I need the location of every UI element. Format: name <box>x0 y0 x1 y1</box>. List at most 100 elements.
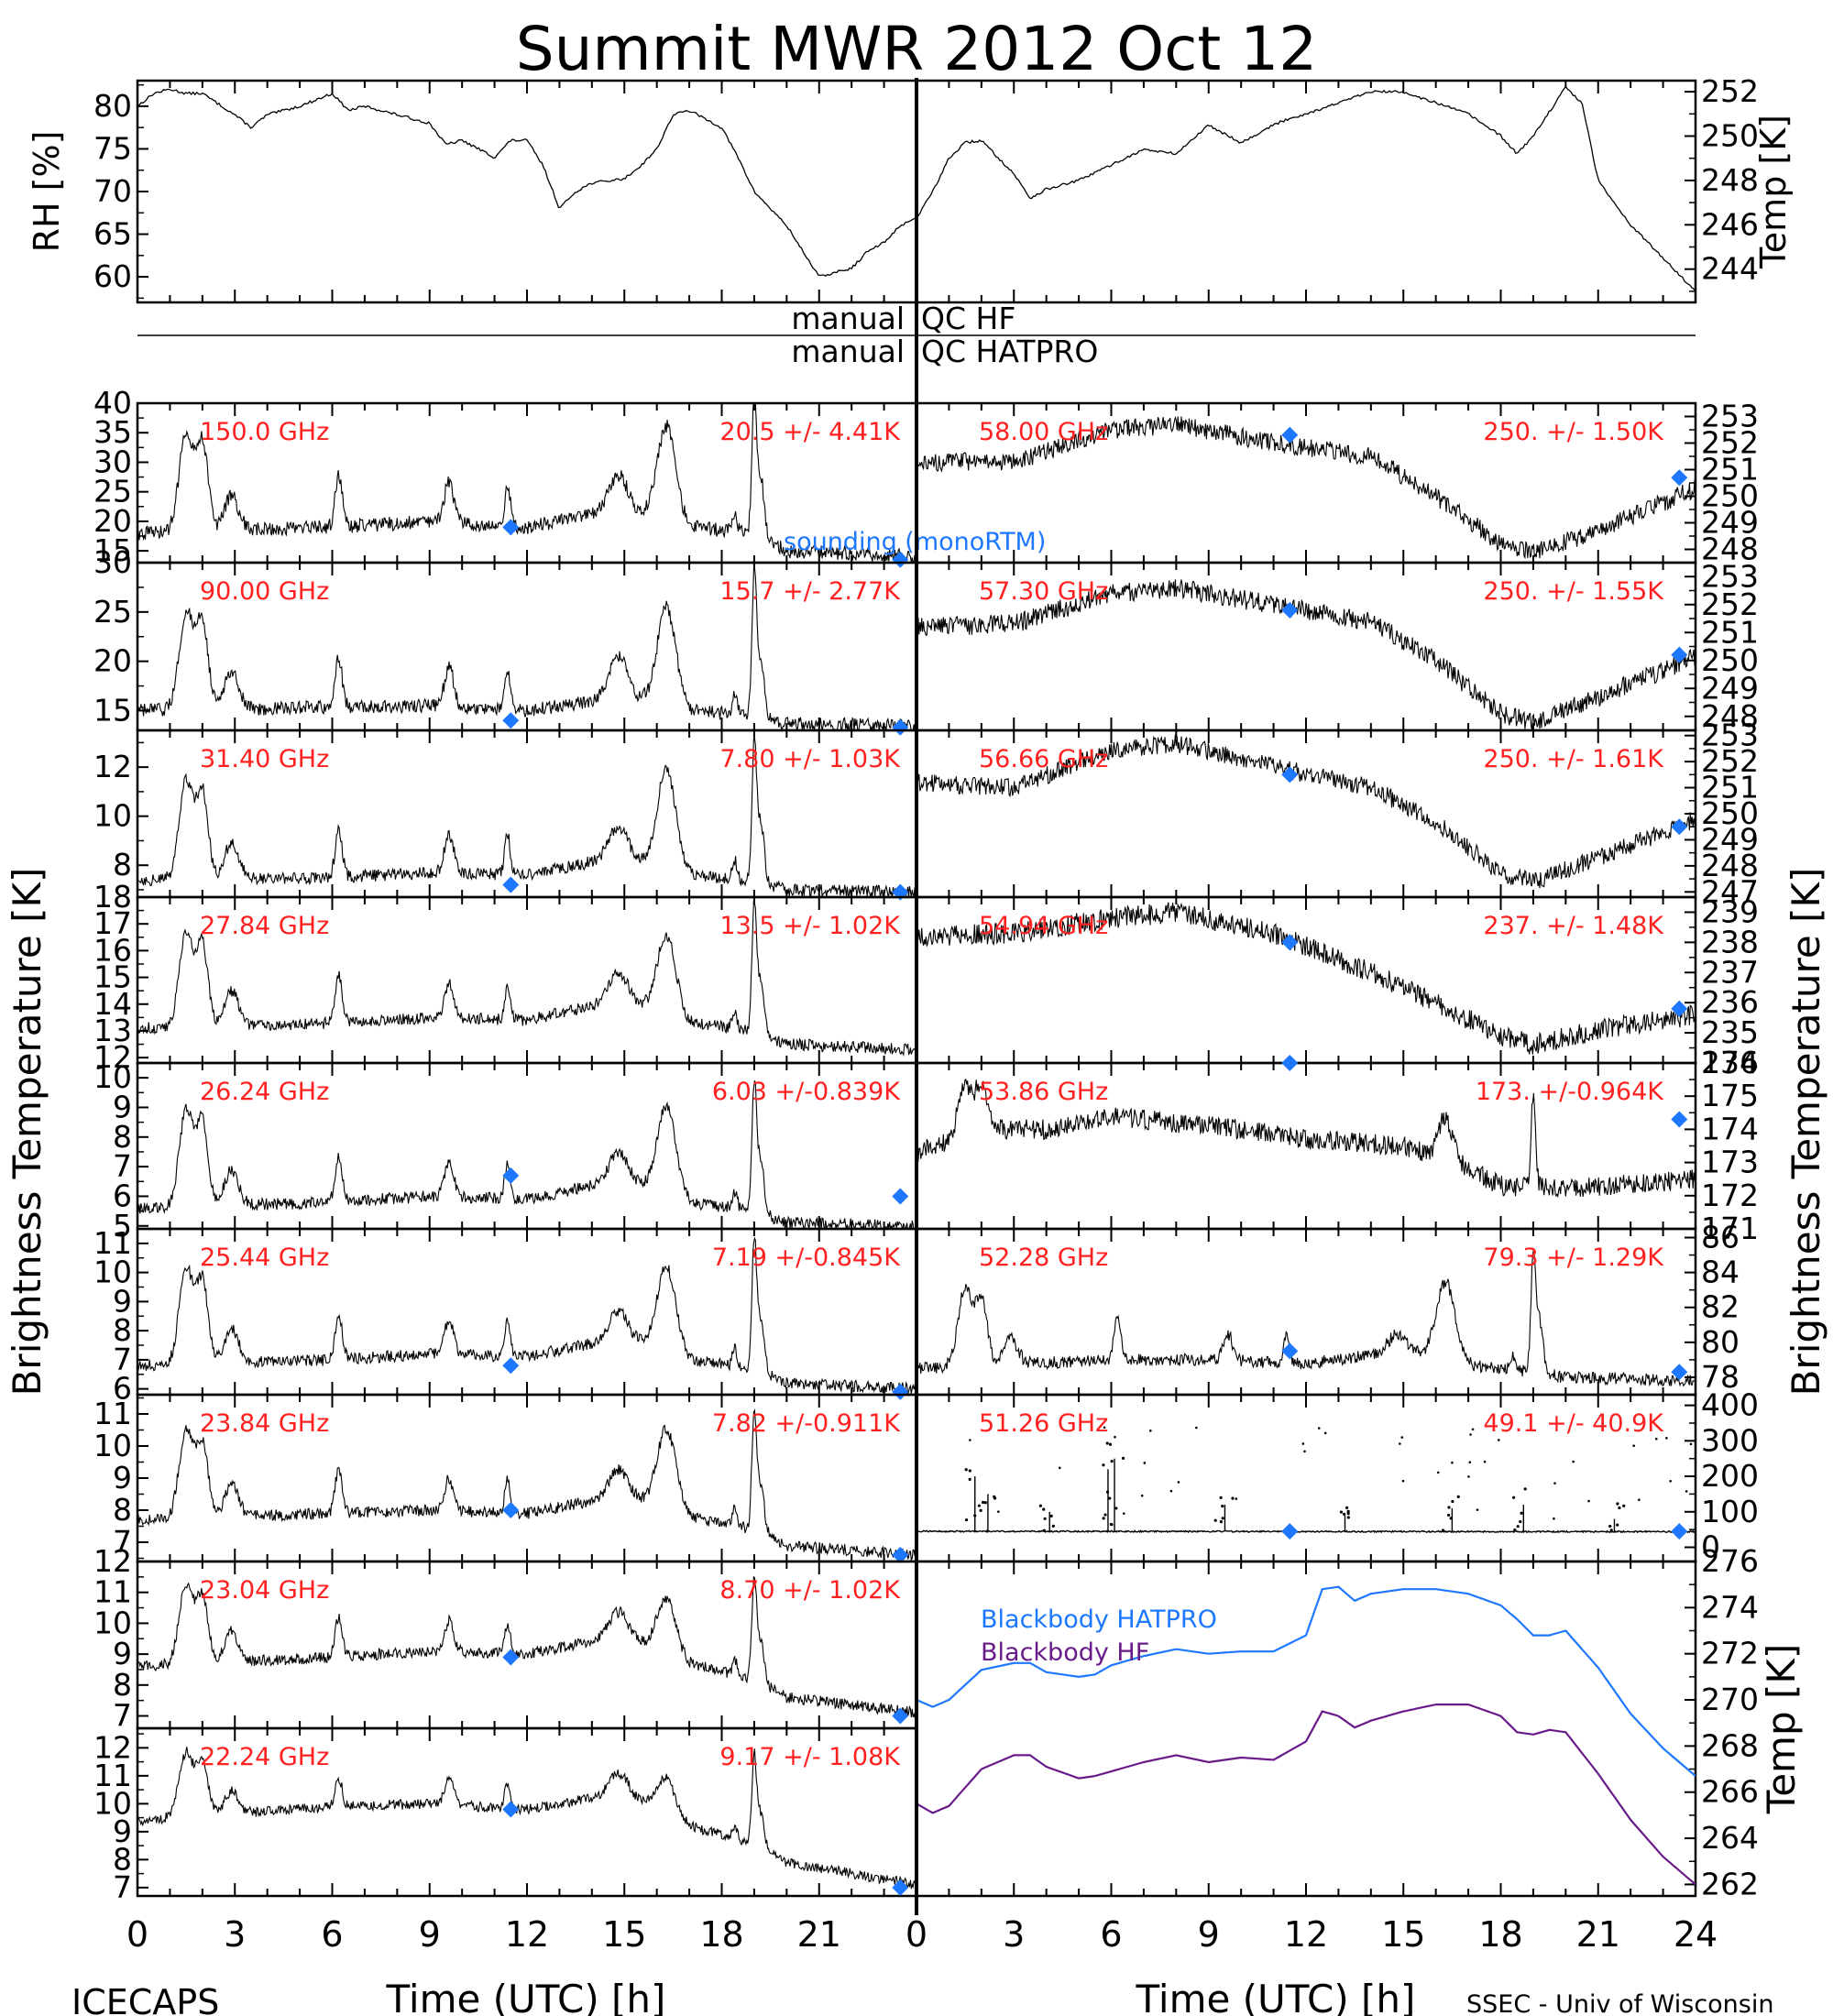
scatter-point <box>1143 1462 1147 1464</box>
scatter-point <box>1446 1513 1451 1517</box>
scatter-point <box>993 1495 996 1498</box>
y-tick-label: 9 <box>113 1460 132 1496</box>
trace-line <box>916 415 1696 560</box>
scatter-point <box>1441 1528 1445 1532</box>
stat-label: 173. +/-0.964K <box>1476 1078 1664 1106</box>
sounding-diamond <box>1671 1523 1688 1540</box>
x-tick-label-right: 9 <box>1198 1914 1220 1955</box>
y-tick-label: 8 <box>113 1312 132 1348</box>
y-tick-label: 200 <box>1701 1458 1759 1494</box>
scatter-point <box>1436 1471 1440 1474</box>
y-tick-label: 300 <box>1701 1422 1759 1458</box>
y-tick-label: 10 <box>93 1785 132 1821</box>
scatter-point <box>964 1517 969 1522</box>
left-y-axis-title: Brightness Temperature [K] <box>5 868 49 1397</box>
plot-area <box>916 1426 1696 1534</box>
trace-line <box>916 1248 1696 1387</box>
frequency-label: 58.00 GHz <box>979 418 1108 446</box>
x-tick-label-left: 21 <box>797 1914 841 1955</box>
y-tick-label: 264 <box>1701 1820 1759 1856</box>
scatter-point <box>1103 1426 1106 1430</box>
sounding-diamond <box>1281 601 1299 619</box>
y-tick-label: 248 <box>1701 162 1759 198</box>
y-tick-label: 8 <box>113 1119 132 1155</box>
sounding-diamond <box>1281 1523 1299 1540</box>
panel-ch3140: 8 10 12 31.40 GHz 7.80 +/- 1.03K <box>93 729 918 901</box>
y-tick-label: 60 <box>93 258 132 294</box>
stat-label: 7.80 +/- 1.03K <box>719 745 901 773</box>
x-tick-label-right: 12 <box>1284 1914 1328 1955</box>
y-tick-label: 25 <box>93 594 132 630</box>
y-tick-label: 20 <box>93 503 132 539</box>
series-line-hf <box>916 1704 1696 1886</box>
y-tick-label: 251 <box>1701 770 1759 805</box>
y-tick-label: 9 <box>113 1283 132 1319</box>
sounding-diamond <box>892 1383 909 1400</box>
rh-y-axis-title: RH [%] <box>27 131 67 253</box>
y-tick-label: 84 <box>1701 1255 1740 1290</box>
trace-line <box>916 734 1696 889</box>
x-tick-label-left: 6 <box>321 1914 343 1955</box>
sounding-diamond <box>502 1649 520 1666</box>
plot-area <box>137 1747 916 1890</box>
y-tick-label: 7 <box>113 1869 132 1905</box>
x-tick-label-left: 0 <box>126 1914 148 1955</box>
y-tick-label: 14 <box>93 986 132 1022</box>
scatter-point <box>1345 1506 1349 1509</box>
scatter-point <box>1121 1456 1125 1460</box>
frequency-label: 26.24 GHz <box>200 1078 329 1106</box>
qc-strip: manual QC HF manual QC HATPRO <box>137 301 1696 369</box>
y-tick-label: 237 <box>1701 954 1759 990</box>
scatter-point <box>1235 1497 1238 1500</box>
scatter-point <box>1632 1444 1635 1447</box>
scatter-point <box>1221 1517 1224 1520</box>
frequency-label: 53.86 GHz <box>979 1078 1108 1106</box>
y-tick-label: 11 <box>93 1396 132 1431</box>
sounding-diamond <box>1671 646 1688 663</box>
y-tick-label: 9 <box>113 1636 132 1671</box>
x-axis-title-right: Time (UTC) [h] <box>1136 1977 1416 2016</box>
x-tick-label-left: 18 <box>699 1914 743 1955</box>
y-tick-label: 35 <box>93 414 132 450</box>
x-tick-label-right: 18 <box>1478 1914 1522 1955</box>
scatter-point <box>979 1508 982 1512</box>
scatter-point <box>1043 1517 1047 1520</box>
footer-icecaps: ICECAPS <box>71 1982 219 2016</box>
y-tick-label: 12 <box>93 1039 132 1075</box>
y-tick-label: 266 <box>1701 1774 1759 1810</box>
y-tick-label: 8 <box>113 1667 132 1703</box>
frequency-label: 54.94 GHz <box>979 912 1108 940</box>
scatter-point <box>1654 1437 1658 1441</box>
y-tick-label: 0 <box>1701 1529 1720 1565</box>
trace-line <box>137 1080 916 1229</box>
stat-label: 8.70 +/- 1.02K <box>719 1576 901 1605</box>
scatter-point <box>1616 1502 1619 1506</box>
y-tick-label: 250 <box>1701 118 1759 154</box>
y-tick-label: 248 <box>1701 848 1759 883</box>
y-tick-label: 249 <box>1701 505 1759 541</box>
y-tick-label: 8 <box>113 847 132 882</box>
y-tick-label: 10 <box>93 798 132 834</box>
trace-line <box>916 579 1696 730</box>
x-tick-labels: 0 3 6 9 12 15 18 21 0 3 6 9 12 15 18 21 24 <box>126 1914 1718 1955</box>
scatter-point <box>1638 1498 1641 1501</box>
scatter-point <box>1195 1426 1198 1430</box>
x-tick-label-left: 12 <box>505 1914 549 1955</box>
y-tick-label: 82 <box>1701 1289 1740 1325</box>
x-tick-label-right: 15 <box>1381 1914 1425 1955</box>
scatter-point <box>1665 1437 1668 1440</box>
y-tick-label: 252 <box>1701 73 1759 109</box>
scatter-point <box>1140 1494 1144 1497</box>
plot-area <box>137 1080 916 1229</box>
panel-ch90: 15 20 25 30 90.00 GHz 15.7 +/- 2.77K <box>93 544 918 736</box>
scatter-point <box>1587 1499 1590 1503</box>
temp-line <box>916 85 1696 291</box>
y-tick-label: 253 <box>1701 399 1759 434</box>
